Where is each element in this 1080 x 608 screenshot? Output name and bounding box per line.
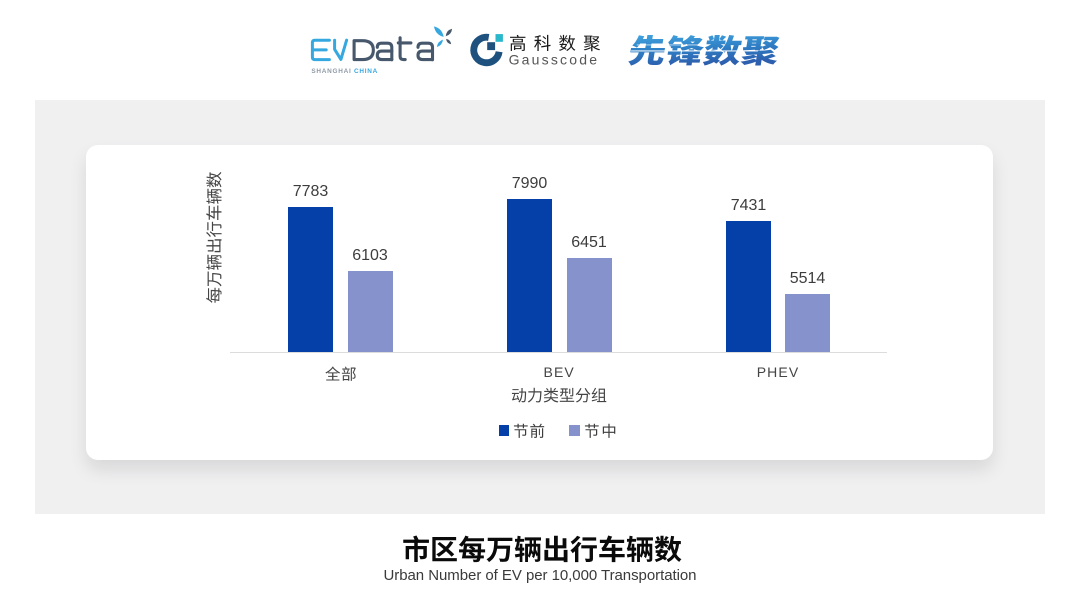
svg-text:Gausscode: Gausscode (509, 52, 600, 68)
svg-text:SHANGHAI CHINA: SHANGHAI CHINA (311, 68, 378, 75)
